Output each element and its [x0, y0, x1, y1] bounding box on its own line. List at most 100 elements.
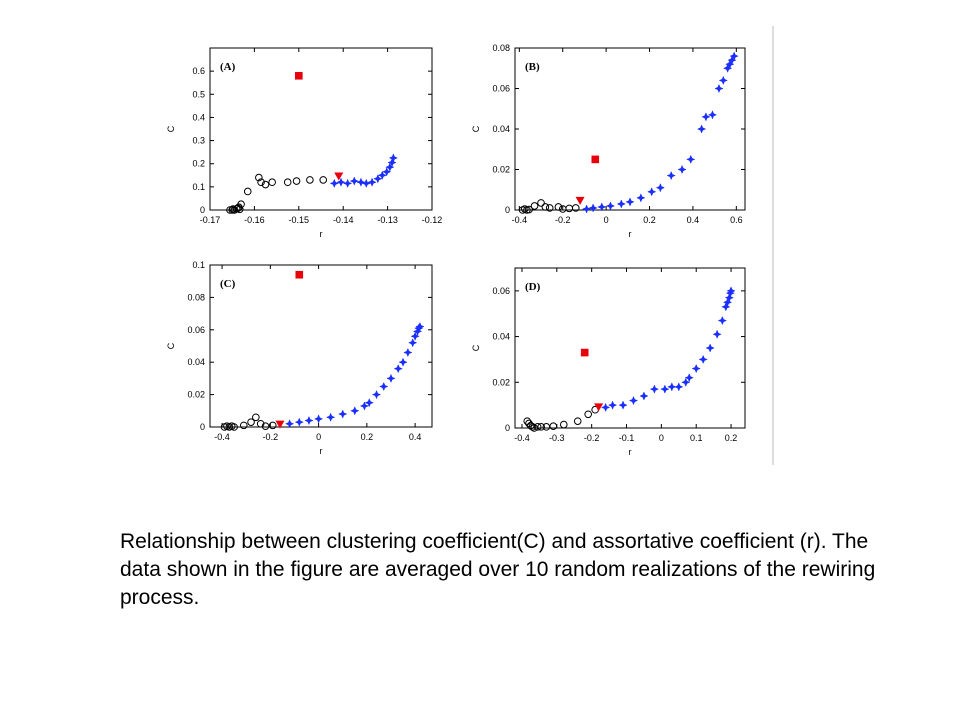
data-point-star-d: [717, 315, 727, 326]
data-point-star-c: [359, 401, 370, 411]
panel-label-b: (B): [525, 61, 540, 73]
data-point-star-a: [377, 170, 387, 180]
data-point-star-c: [350, 406, 360, 416]
data-point-circle-b: [571, 204, 580, 212]
data-point-star-c: [371, 389, 382, 400]
panel-c: -0.4 -0.2 0 0.2 0.4 0 0.02 0.04 0.06 0.08 0.1 r C (C): [166, 260, 433, 456]
data-point-star-b: [718, 75, 728, 86]
data-point-circle-d: [573, 417, 582, 425]
data-point-star-a: [349, 176, 359, 186]
data-point-circle-c: [256, 419, 265, 428]
x-tick-label-b: -0.2: [555, 215, 571, 225]
x-tick-label-a: -0.12: [422, 215, 443, 225]
data-point-star-b: [655, 183, 666, 193]
data-point-circle-a: [268, 178, 276, 187]
x-tick-label-d: 0.2: [725, 433, 738, 443]
data-point-circle-c: [261, 422, 270, 430]
data-point-star-b: [597, 202, 607, 212]
x-tick-label-c: -0.4: [214, 432, 230, 442]
data-point-circle-a: [243, 187, 252, 196]
y-tick-label-c: 0.06: [187, 325, 205, 335]
data-point-star-d: [639, 391, 649, 401]
data-point-star-d: [607, 400, 618, 410]
y-tick-label-d: 0.06: [492, 286, 510, 296]
x-tick-label-a: -0.16: [244, 215, 265, 225]
data-point-star-d: [726, 286, 736, 296]
y-tick-label-c: 0.08: [187, 292, 205, 302]
data-point-circle-a: [319, 176, 328, 184]
x-axis-label-c: r: [320, 446, 323, 456]
y-axis-label-a: C: [166, 125, 176, 132]
data-point-circle-a: [306, 176, 314, 184]
y-tick-label-c: 0.02: [187, 390, 205, 400]
data-point-triangle-c: [275, 420, 285, 429]
x-tick-label-c: 0.4: [409, 432, 422, 442]
y-tick-label-c: 0.04: [187, 357, 205, 367]
data-point-circle-a: [257, 178, 265, 187]
x-tick-label-c: -0.2: [263, 432, 279, 442]
y-tick-label-a: 0: [200, 205, 205, 215]
data-point-star-c: [393, 364, 403, 374]
data-point-circle-d: [537, 423, 545, 431]
data-point-star-c: [338, 409, 348, 419]
data-point-square-d: [580, 348, 589, 357]
data-point-circle-a: [237, 200, 245, 209]
x-tick-label-d: -0.2: [584, 433, 600, 443]
data-point-star-b: [714, 83, 724, 94]
data-point-star-b: [666, 170, 676, 181]
data-point-star-d: [618, 400, 628, 410]
y-tick-label-d: 0.02: [492, 377, 510, 387]
data-point-circle-c: [239, 421, 248, 430]
y-tick-label-b: 0.06: [492, 84, 510, 94]
x-tick-label-a: -0.14: [333, 215, 354, 225]
y-tick-label-a: 0.3: [192, 136, 205, 146]
data-point-circle-b: [554, 203, 563, 211]
data-point-triangle-b: [575, 196, 585, 205]
data-point-circle-d: [559, 420, 568, 429]
data-point-circle-c: [247, 418, 255, 426]
data-point-circle-c: [252, 413, 260, 422]
data-point-star-a: [329, 178, 339, 189]
data-point-circle-d: [533, 423, 542, 431]
plot-frame-a: [209, 47, 433, 211]
data-point-star-a: [367, 177, 377, 187]
y-axis-label-b: C: [471, 125, 481, 132]
panel-label-c: (C): [220, 278, 236, 290]
panel-a: -0.17 -0.16 -0.15 -0.14 -0.13 -0.12 0 0.1 0.2 0.3…: [166, 47, 443, 239]
data-point-star-a: [373, 174, 383, 184]
data-point-star-d: [667, 382, 677, 392]
data-point-star-b: [616, 199, 626, 209]
plot-frame-c: [209, 264, 433, 428]
data-point-star-c: [408, 338, 418, 348]
data-point-star-b: [729, 51, 739, 61]
data-point-star-c: [410, 331, 420, 341]
data-point-star-b: [701, 112, 711, 122]
x-axis-label-a: r: [320, 229, 323, 239]
data-point-star-d: [674, 382, 684, 392]
x-tick-label-b: 0.4: [687, 215, 700, 225]
plot-frame-b: [514, 47, 746, 211]
data-point-star-d: [628, 395, 639, 406]
data-point-circle-a: [292, 177, 301, 185]
y-tick-label-a: 0.6: [192, 66, 205, 76]
data-point-star-b: [636, 193, 646, 203]
data-point-star-d: [698, 354, 708, 365]
data-point-star-b: [686, 154, 696, 165]
data-point-circle-c: [230, 423, 238, 431]
x-tick-label-a: -0.15: [289, 215, 310, 225]
data-point-star-c: [304, 415, 314, 426]
y-tick-label-c: 0.1: [192, 260, 205, 270]
data-point-star-c: [294, 417, 304, 427]
panel-d: -0.4 -0.3 -0.2 -0.1 0 0.1 0.2 0 0.02 0.04 0.06 r C (D…: [471, 267, 746, 457]
data-point-square-c: [295, 270, 304, 279]
data-point-star-a: [388, 153, 399, 163]
y-tick-label-d: 0: [505, 423, 510, 433]
data-point-triangle-d: [594, 403, 604, 412]
data-point-star-b: [605, 201, 616, 211]
data-point-circle-d: [530, 424, 538, 432]
data-point-circle-a: [283, 178, 292, 187]
data-point-star-b: [696, 124, 707, 134]
data-point-star-c: [284, 419, 295, 429]
y-tick-label-a: 0.4: [192, 112, 205, 122]
data-point-star-c: [403, 347, 413, 358]
